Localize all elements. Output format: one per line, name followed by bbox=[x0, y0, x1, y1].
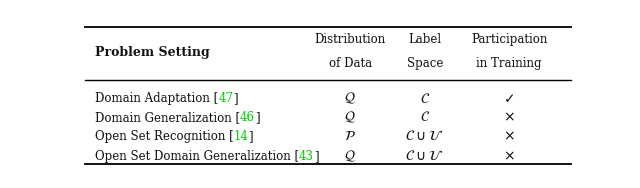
Text: $\checkmark$: $\checkmark$ bbox=[504, 92, 515, 105]
Text: $\mathcal{C}$: $\mathcal{C}$ bbox=[420, 92, 430, 105]
Text: Domain Generalization [: Domain Generalization [ bbox=[95, 111, 240, 124]
Text: 14: 14 bbox=[234, 130, 248, 143]
Text: ]: ] bbox=[255, 111, 260, 124]
Text: ]: ] bbox=[314, 150, 319, 163]
Text: $\mathcal{Q}$: $\mathcal{Q}$ bbox=[344, 149, 356, 164]
Text: $\mathcal{C}\cup\mathcal{U}$: $\mathcal{C}\cup\mathcal{U}$ bbox=[405, 149, 444, 163]
Text: Domain Adaptation [: Domain Adaptation [ bbox=[95, 92, 218, 105]
Text: Problem Setting: Problem Setting bbox=[95, 46, 210, 59]
Text: ]: ] bbox=[233, 92, 237, 105]
Text: $\times$: $\times$ bbox=[503, 149, 515, 163]
Text: 47: 47 bbox=[218, 92, 233, 105]
Text: $\mathcal{P}$: $\mathcal{P}$ bbox=[344, 129, 356, 143]
Text: Open Set Domain Generalization [: Open Set Domain Generalization [ bbox=[95, 150, 299, 163]
Text: 43: 43 bbox=[299, 150, 314, 163]
Text: $\times$: $\times$ bbox=[503, 129, 515, 143]
Text: $\mathcal{C}\cup\mathcal{U}$: $\mathcal{C}\cup\mathcal{U}$ bbox=[405, 129, 444, 143]
Text: in Training: in Training bbox=[476, 57, 542, 70]
Text: $\mathcal{Q}$: $\mathcal{Q}$ bbox=[344, 91, 356, 106]
Text: of Data: of Data bbox=[329, 57, 372, 70]
Text: 46: 46 bbox=[240, 111, 255, 124]
Text: Distribution: Distribution bbox=[315, 33, 386, 46]
Text: Space: Space bbox=[406, 57, 443, 70]
Text: $\mathcal{Q}$: $\mathcal{Q}$ bbox=[344, 110, 356, 125]
Text: Open Set Recognition [: Open Set Recognition [ bbox=[95, 130, 234, 143]
Text: $\mathcal{C}$: $\mathcal{C}$ bbox=[420, 110, 430, 124]
Text: ]: ] bbox=[248, 130, 253, 143]
Text: Label: Label bbox=[408, 33, 442, 46]
Text: $\times$: $\times$ bbox=[503, 110, 515, 124]
Text: Participation: Participation bbox=[471, 33, 547, 46]
